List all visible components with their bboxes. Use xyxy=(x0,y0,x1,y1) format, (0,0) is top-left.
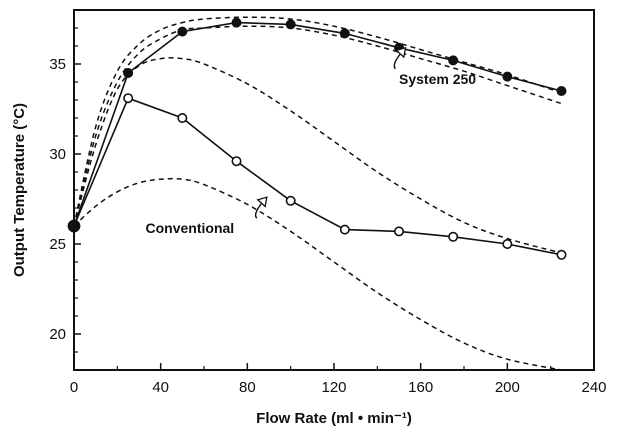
y-axis-title: Output Temperature (°C) xyxy=(11,103,28,277)
data-point-conventional-6 xyxy=(393,226,404,237)
data-point-system-250-3 xyxy=(231,17,242,28)
x-tick-label: 0 xyxy=(70,379,78,396)
x-tick-label: 40 xyxy=(152,379,169,396)
dashed-curve-4 xyxy=(73,57,562,254)
plot-frame xyxy=(73,9,595,371)
y-tick-label: 30 xyxy=(49,146,66,163)
dashed-curve-3 xyxy=(73,25,562,227)
annotation-arrowhead-conventional xyxy=(256,196,268,208)
data-point-conventional-9 xyxy=(556,249,567,260)
tick-layer: 0 40 80 120 160 200 240 20 25 30 35 xyxy=(49,27,607,396)
data-point-conventional-3 xyxy=(231,156,242,167)
marker-layer xyxy=(67,17,567,260)
x-tick-label: 120 xyxy=(321,379,346,396)
data-point-system-250-9 xyxy=(556,86,567,97)
x-tick-label: 200 xyxy=(495,379,520,396)
x-tick-label: 80 xyxy=(239,379,256,396)
series-line-conventional xyxy=(73,97,562,256)
data-point-system-250-5 xyxy=(339,28,350,39)
data-point-conventional-2 xyxy=(177,113,188,124)
annotation-layer: System 250 Conventional xyxy=(146,46,476,236)
y-tick-label: 25 xyxy=(49,236,66,253)
dashed-curve-2 xyxy=(73,16,562,227)
series-line-system-250 xyxy=(73,21,562,227)
annotation-system-250: System 250 xyxy=(399,71,476,87)
data-point-conventional-5 xyxy=(339,224,350,235)
y-tick-label: 20 xyxy=(49,326,66,343)
data-point-conventional-4 xyxy=(285,195,296,206)
data-point-system-250-4 xyxy=(285,19,296,30)
annotation-conventional: Conventional xyxy=(146,220,235,236)
data-point-conventional-7 xyxy=(448,231,459,242)
data-point-system-250-2 xyxy=(177,26,188,37)
x-axis-title: Flow Rate (ml • min⁻¹) xyxy=(256,410,412,427)
y-tick-label: 35 xyxy=(49,56,66,73)
data-point-conventional-8 xyxy=(502,239,513,250)
x-tick-label: 160 xyxy=(408,379,433,396)
series-layer xyxy=(73,16,562,371)
annotation-arrowhead-system-250 xyxy=(395,46,407,59)
data-point-system-250-8 xyxy=(502,71,513,82)
dashed-curve-5 xyxy=(73,177,562,371)
data-point-system-250-1 xyxy=(123,68,134,79)
data-point-conventional-1 xyxy=(123,93,134,104)
x-tick-label: 240 xyxy=(581,379,606,396)
data-point-system-250-7 xyxy=(448,55,459,66)
